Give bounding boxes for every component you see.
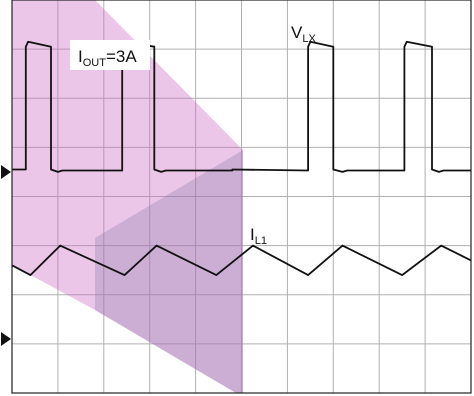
screen-border <box>11 0 472 394</box>
highlight-overlay <box>12 0 243 393</box>
highlight-shadow <box>95 150 243 393</box>
trace-il1 <box>11 244 472 276</box>
vlx-label-main: V <box>291 23 303 42</box>
highlight-band <box>12 0 243 393</box>
channel-marker-arrow <box>1 331 11 346</box>
vlx-label: VLX <box>291 23 316 45</box>
il1-label: IL1 <box>250 225 267 247</box>
channel-marker-arrow <box>1 164 11 179</box>
il1-label-main: I <box>250 225 255 244</box>
vlx-label-sub: LX <box>302 33 316 45</box>
channel-markers <box>1 164 11 346</box>
il1-label-sub: L1 <box>255 235 267 247</box>
trace-vlx <box>12 40 471 173</box>
iout-label-backdrop <box>70 40 150 70</box>
iout-label-sub: OUT <box>83 57 107 69</box>
iout-label-main: I <box>78 47 83 66</box>
traces <box>11 40 472 276</box>
iout-label: IOUT=3A <box>78 47 137 69</box>
iout-label-value: =3A <box>106 47 137 66</box>
